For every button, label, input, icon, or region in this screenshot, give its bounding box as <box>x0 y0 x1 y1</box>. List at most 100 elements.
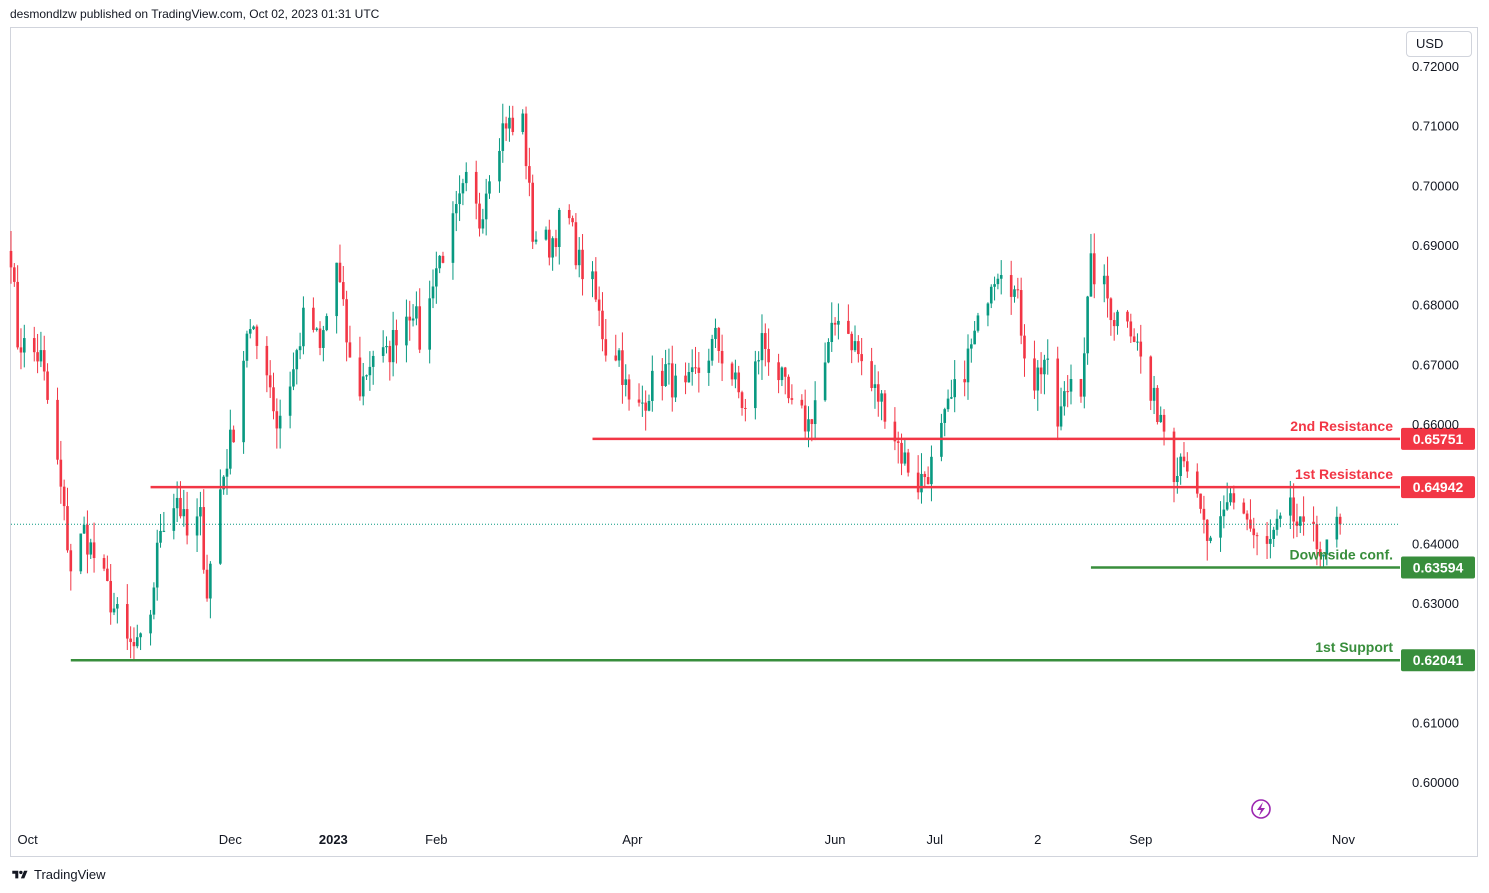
candle <box>1298 516 1302 534</box>
candle <box>923 471 927 488</box>
candle <box>651 355 654 412</box>
candle <box>571 215 574 227</box>
level-label: 2nd Resistance <box>1290 418 1393 434</box>
candle <box>464 162 468 192</box>
candle <box>325 313 328 332</box>
candle <box>86 510 89 574</box>
candle <box>783 366 787 395</box>
candle <box>926 466 930 485</box>
candle <box>1269 519 1272 559</box>
candle <box>989 284 993 309</box>
candle <box>361 362 365 406</box>
y-tick-label: 0.60000 <box>1412 775 1459 790</box>
candle <box>209 561 212 619</box>
candle <box>1092 233 1096 299</box>
candle <box>870 347 873 392</box>
candle <box>976 312 980 333</box>
candle <box>112 592 116 616</box>
candle <box>574 213 578 270</box>
candle <box>860 337 863 376</box>
y-axis: 0.72000 0.71000 0.70000 0.69000 0.68000 0.670… <box>1412 59 1459 790</box>
candle <box>411 304 415 327</box>
candle <box>966 334 970 400</box>
candle <box>252 325 255 331</box>
candle <box>847 304 850 335</box>
candle <box>660 358 664 401</box>
candle <box>548 219 551 266</box>
x-tick-label: Jul <box>926 832 943 847</box>
candle <box>1295 503 1299 538</box>
candle <box>1325 539 1329 566</box>
candle <box>780 366 784 387</box>
candle <box>744 398 747 422</box>
candle <box>953 360 957 413</box>
candle <box>135 624 139 649</box>
candle <box>803 389 807 438</box>
candle <box>1252 517 1256 549</box>
level-price-text: 0.65751 <box>1413 431 1464 447</box>
currency-button[interactable]: USD <box>1406 31 1472 57</box>
candle <box>531 174 534 250</box>
candle <box>106 555 109 582</box>
candle <box>318 321 322 356</box>
candle <box>763 323 767 367</box>
level-price-text: 0.64942 <box>1413 479 1464 495</box>
x-tick-label: Apr <box>622 832 643 847</box>
candle <box>504 116 508 142</box>
candle <box>59 440 63 504</box>
y-tick-label: 0.66000 <box>1412 417 1459 432</box>
candle <box>1242 498 1246 515</box>
candle <box>1129 313 1133 343</box>
candle <box>767 328 770 376</box>
candle <box>388 340 392 381</box>
candle <box>790 384 794 405</box>
x-tick-label: Dec <box>219 832 243 847</box>
candle <box>219 469 222 565</box>
candle <box>56 387 59 465</box>
candle <box>1275 509 1279 536</box>
candle <box>591 261 594 298</box>
candle <box>292 352 295 391</box>
y-tick-label: 0.71000 <box>1412 119 1459 134</box>
candle <box>996 273 1000 290</box>
candle <box>1199 493 1202 514</box>
candle <box>42 335 46 381</box>
candle <box>1322 554 1325 569</box>
candle <box>1255 532 1259 556</box>
candle <box>694 346 697 375</box>
x-tick-label: Feb <box>425 832 447 847</box>
candle <box>880 390 883 421</box>
candle <box>690 349 694 386</box>
levels-layer: 2nd Resistance 0.65751 1st Resistance 0.649… <box>70 418 1475 672</box>
candle <box>431 269 435 309</box>
candle <box>1016 277 1020 299</box>
candle <box>1205 519 1209 561</box>
candle <box>1219 501 1222 552</box>
candle <box>973 320 976 345</box>
y-tick-label: 0.61000 <box>1412 715 1459 730</box>
candle <box>278 399 282 449</box>
candle <box>617 348 621 367</box>
candle <box>348 325 352 358</box>
candle <box>405 299 408 363</box>
candle <box>737 365 741 399</box>
candle <box>109 564 112 625</box>
candle <box>873 364 877 409</box>
candle <box>481 208 485 234</box>
candle <box>1066 375 1069 408</box>
candle <box>229 409 232 475</box>
candle <box>428 280 431 364</box>
candle <box>385 336 388 354</box>
candle <box>232 425 235 443</box>
candle <box>621 332 624 404</box>
lightning-icon[interactable] <box>1251 799 1271 819</box>
brand-label: TradingView <box>34 867 106 882</box>
candle <box>986 302 990 327</box>
candle <box>707 348 711 386</box>
candle <box>1289 480 1292 530</box>
candle <box>461 178 465 206</box>
candle <box>644 390 647 431</box>
candle <box>757 351 760 375</box>
footer-brand[interactable]: TradingView <box>10 867 106 882</box>
